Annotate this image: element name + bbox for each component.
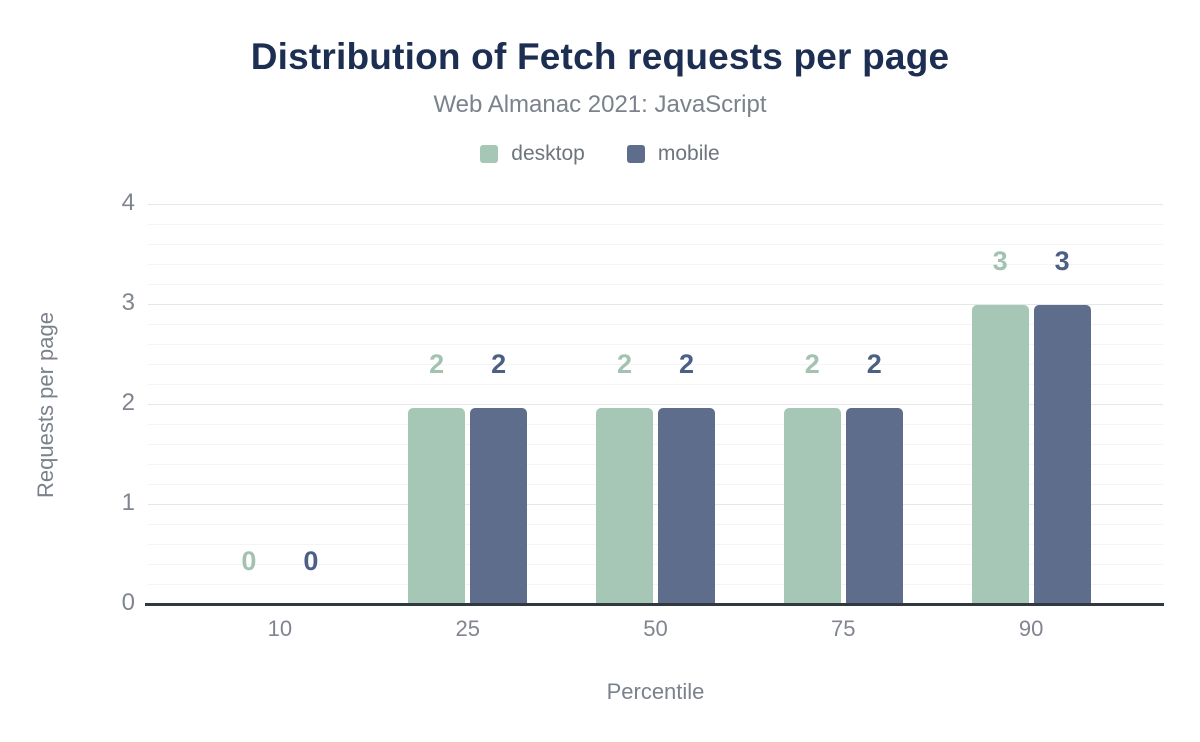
bar-value-label-mobile: 2 <box>678 349 694 379</box>
major-gridline <box>148 404 1163 405</box>
bar-desktop-p75[interactable] <box>783 408 841 605</box>
major-gridline <box>148 204 1163 205</box>
minor-gridline <box>148 264 1163 265</box>
minor-gridline <box>148 384 1163 385</box>
bar-value-label-desktop: 0 <box>241 546 257 576</box>
bar-value-label-mobile: 2 <box>491 349 507 379</box>
bar-slot: 2 <box>408 205 466 605</box>
y-tick-label: 3 <box>121 289 135 316</box>
bar-value-label-desktop: 2 <box>429 349 445 379</box>
bar-group-p90: 3 3 90 <box>937 205 1125 641</box>
y-tick-label: 1 <box>121 489 135 516</box>
bar-slot: 3 <box>971 205 1029 605</box>
x-tick-label: 10 <box>267 616 293 641</box>
legend-item-mobile[interactable]: mobile <box>626 142 720 166</box>
bar-slot: 2 <box>595 205 653 605</box>
minor-gridline <box>148 544 1163 545</box>
bar-group-p75: 2 2 75 <box>749 205 937 641</box>
minor-gridline <box>148 484 1163 485</box>
bar-value-label-mobile: 3 <box>1054 246 1070 276</box>
bar-value-label-desktop: 2 <box>616 349 632 379</box>
bar-value-label-desktop: 3 <box>992 246 1008 276</box>
x-axis-title: Percentile <box>606 679 705 704</box>
legend-swatch-mobile <box>626 145 645 163</box>
bar-group-p50: 2 2 50 <box>562 205 750 641</box>
legend-item-desktop[interactable]: desktop <box>480 142 585 166</box>
x-tick-label: 50 <box>643 616 668 641</box>
x-tick-label: 75 <box>831 616 856 641</box>
chart-subtitle: Web Almanac 2021: JavaScript <box>433 91 767 118</box>
minor-gridline <box>148 284 1163 285</box>
x-tick-label: 90 <box>1018 616 1044 641</box>
major-gridline <box>148 504 1163 505</box>
minor-gridline <box>148 464 1163 465</box>
chart-title: Distribution of Fetch requests per page <box>250 36 950 77</box>
bar-mobile-p50[interactable] <box>657 408 715 605</box>
bar-desktop-p25[interactable] <box>408 408 466 605</box>
bar-slot: 2 <box>845 205 903 605</box>
bar-desktop-p90[interactable] <box>971 305 1029 605</box>
bar-group-p25: 2 2 25 <box>374 205 562 641</box>
legend-label: desktop <box>511 142 585 165</box>
y-tick-label: 4 <box>121 189 135 216</box>
major-gridline <box>148 304 1163 305</box>
minor-gridline <box>148 344 1163 345</box>
bar-slot: 2 <box>657 205 715 605</box>
bar-slot: 0 <box>282 205 339 605</box>
bar-slot: 0 <box>220 205 277 605</box>
bar-groups: 0 0 10 2 2 25 2 2 50 2 2 75 3 3 90 <box>148 205 1163 642</box>
x-tick-label: 25 <box>455 616 480 641</box>
minor-gridline <box>148 424 1163 425</box>
minor-gridline <box>148 564 1163 565</box>
legend-label: mobile <box>657 142 720 165</box>
legend-swatch-desktop <box>480 145 499 163</box>
bar-slot: 3 <box>1033 205 1091 605</box>
minor-gridline <box>148 224 1163 225</box>
minor-gridline <box>148 364 1163 365</box>
bar-value-label-mobile: 0 <box>303 546 319 576</box>
x-axis-line <box>145 603 1164 606</box>
bar-mobile-p90[interactable] <box>1033 305 1091 605</box>
plot-area: 0 0 10 2 2 25 2 2 50 2 2 75 3 3 90 0 1 2 3 4 <box>122 191 1164 642</box>
minor-gridline <box>148 584 1163 585</box>
y-tick-label: 2 <box>121 389 135 416</box>
legend: desktop mobile <box>0 142 1200 166</box>
bar-group-p10: 0 0 10 <box>186 205 374 642</box>
bar-value-label-mobile: 2 <box>866 349 882 379</box>
minor-gridline <box>148 524 1163 525</box>
bar-slot: 2 <box>783 205 841 605</box>
minor-gridline <box>148 324 1163 325</box>
y-axis-title: Requests per page <box>33 312 58 498</box>
y-tick-label: 0 <box>121 589 135 616</box>
bar-mobile-p25[interactable] <box>470 408 528 605</box>
bar-desktop-p50[interactable] <box>595 408 653 605</box>
bar-mobile-p75[interactable] <box>845 408 903 605</box>
bar-value-label-desktop: 2 <box>804 349 820 379</box>
minor-gridline <box>148 244 1163 245</box>
minor-gridline <box>148 444 1163 445</box>
bar-slot: 2 <box>470 205 528 605</box>
